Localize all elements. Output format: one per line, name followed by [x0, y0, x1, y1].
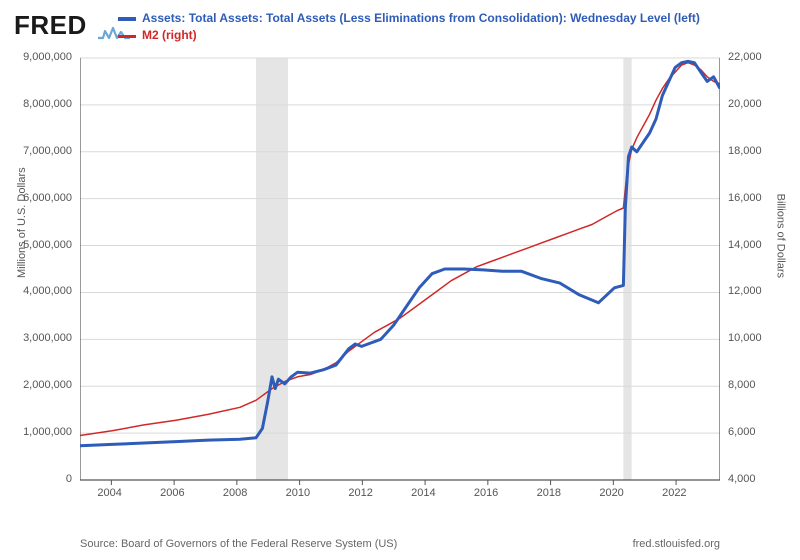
plot-area: [80, 52, 720, 504]
left-tick: 4,000,000: [23, 285, 72, 297]
legend-swatch-assets: [118, 17, 136, 21]
legend-item-m2: M2 (right): [118, 27, 700, 44]
right-tick: 18,000: [728, 145, 762, 157]
left-tick: 5,000,000: [23, 239, 72, 251]
right-tick: 6,000: [728, 426, 756, 438]
left-tick: 0: [66, 473, 72, 485]
source-attribution: Source: Board of Governors of the Federa…: [80, 538, 397, 550]
left-tick: 9,000,000: [23, 51, 72, 63]
right-tick: 4,000: [728, 473, 756, 485]
x-tick: 2014: [411, 487, 435, 499]
x-tick: 2016: [474, 487, 498, 499]
x-tick: 2018: [537, 487, 561, 499]
left-tick: 7,000,000: [23, 145, 72, 157]
left-tick: 3,000,000: [23, 332, 72, 344]
right-tick: 14,000: [728, 239, 762, 251]
left-tick: 8,000,000: [23, 98, 72, 110]
x-tick: 2012: [348, 487, 372, 499]
x-tick: 2020: [599, 487, 623, 499]
fred-logo: FRED: [14, 10, 131, 41]
right-tick: 8,000: [728, 379, 756, 391]
x-tick: 2004: [97, 487, 121, 499]
legend-label-m2: M2 (right): [142, 27, 197, 44]
right-tick: 10,000: [728, 332, 762, 344]
fred-chart-container: FRED Assets: Total Assets: Total Assets …: [0, 0, 800, 560]
left-tick: 2,000,000: [23, 379, 72, 391]
legend-item-assets: Assets: Total Assets: Total Assets (Less…: [118, 10, 700, 27]
right-tick: 16,000: [728, 192, 762, 204]
legend: Assets: Total Assets: Total Assets (Less…: [118, 10, 700, 45]
y-axis-left-label: Millions of U.S. Dollars: [16, 167, 28, 278]
right-tick: 12,000: [728, 285, 762, 297]
x-tick: 2006: [160, 487, 184, 499]
y-axis-right-label: Billions of Dollars: [774, 194, 786, 278]
chart-svg: [80, 52, 720, 504]
left-tick: 6,000,000: [23, 192, 72, 204]
logo-text: FRED: [14, 10, 87, 40]
legend-label-assets: Assets: Total Assets: Total Assets (Less…: [142, 10, 700, 27]
x-tick: 2022: [662, 487, 686, 499]
right-tick: 22,000: [728, 51, 762, 63]
x-tick: 2008: [223, 487, 247, 499]
right-tick: 20,000: [728, 98, 762, 110]
source-link: fred.stlouisfed.org: [633, 538, 720, 550]
legend-swatch-m2: [118, 35, 136, 38]
left-tick: 1,000,000: [23, 426, 72, 438]
x-tick: 2010: [286, 487, 310, 499]
